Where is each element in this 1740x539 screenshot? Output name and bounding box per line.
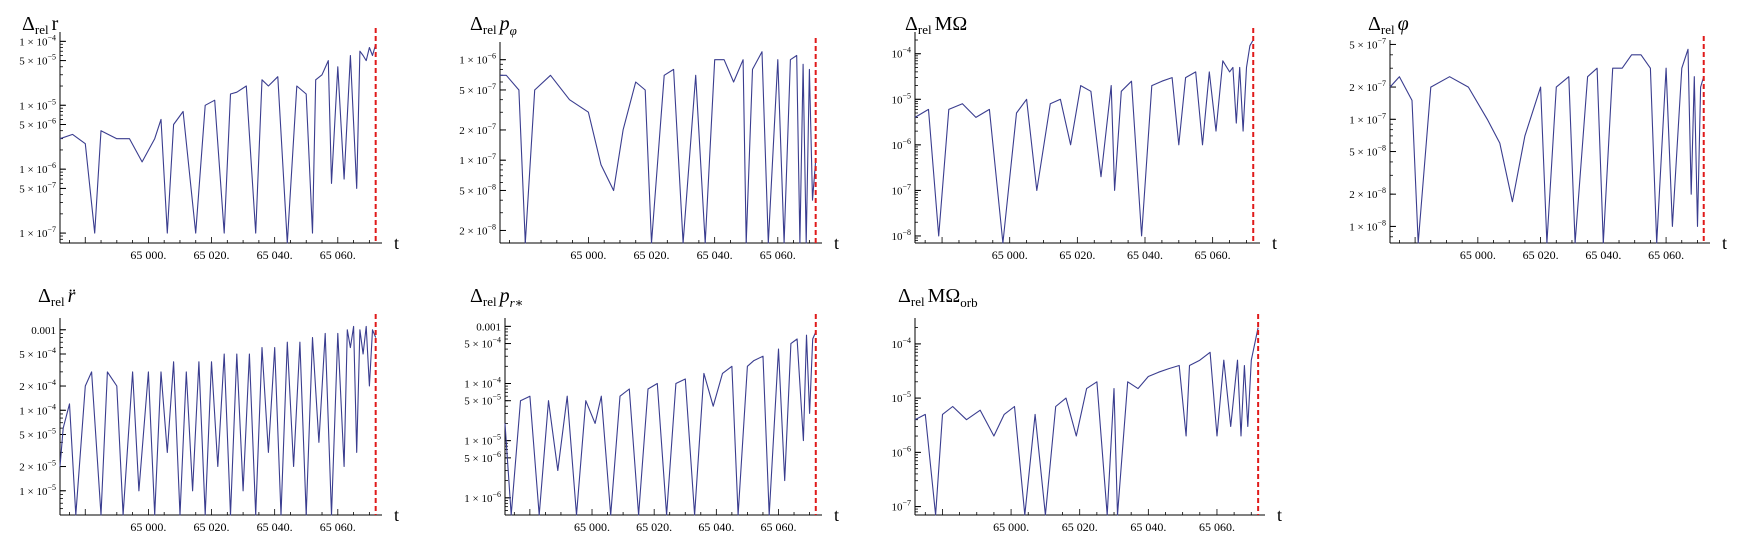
- chart-panel: 1 × 10−6 5 × 10−6 1 × 10−5 5 × 10−5 1 × 10−4…: [464, 285, 839, 534]
- x-axis-label: t: [834, 505, 839, 525]
- y-tick-label: 1 × 10−6: [464, 490, 501, 505]
- y-tick-label: 5 × 10−4: [19, 346, 56, 361]
- x-tick-label: 65 020.: [1523, 248, 1559, 262]
- y-tick-label: 5 × 10−6: [464, 450, 501, 465]
- y-tick-label: 1 × 10−8: [1349, 218, 1386, 233]
- chart-title: Δrel φ: [1368, 13, 1409, 37]
- y-tick-label: 2 × 10−5: [19, 459, 56, 474]
- x-tick-label: 65 000.: [130, 248, 166, 262]
- x-tick-label: 65 060.: [1199, 520, 1235, 534]
- y-tick-label: 5 × 10−6: [19, 117, 56, 132]
- x-tick-label: 65 060.: [320, 248, 356, 262]
- x-tick-label: 65 060.: [1648, 248, 1684, 262]
- y-tick-label: 1 × 10−7: [19, 225, 56, 240]
- x-tick-label: 65 040.: [1585, 248, 1621, 262]
- y-tick-label: 5 × 10−8: [459, 182, 496, 197]
- y-tick-label: 2 × 10−4: [19, 378, 56, 393]
- y-tick-label: 5 × 10−5: [19, 426, 56, 441]
- x-tick-label: 65 000.: [570, 248, 606, 262]
- y-tick-label: 10−7: [891, 182, 911, 197]
- chart-title: Δrel pφ: [470, 13, 517, 38]
- y-tick-label: 10−5: [891, 91, 911, 106]
- y-tick-label: 0.001: [31, 325, 56, 337]
- x-tick-label: 65 060.: [320, 520, 356, 534]
- y-tick-label: 5 × 10−7: [459, 82, 496, 97]
- chart-panel: 1 × 10−7 5 × 10−7 1 × 10−6 5 × 10−6 1 × 10−5…: [19, 13, 399, 262]
- chart-panel: 10−8 10−7 10−6 10−5 10−4 65 000. 65 020. 65 040…: [891, 13, 1277, 262]
- y-tick-label: 5 × 10−7: [1349, 36, 1386, 51]
- x-tick-label: 65 000.: [992, 248, 1028, 262]
- chart-panel: 2 × 10−8 5 × 10−8 1 × 10−7 2 × 10−7 5 × 10−7…: [459, 13, 839, 262]
- x-tick-label: 65 060.: [760, 520, 796, 534]
- y-tick-label: 2 × 10−8: [459, 222, 496, 237]
- y-tick-label: 1 × 10−4: [464, 375, 501, 390]
- y-tick-label: 1 × 10−6: [459, 52, 496, 67]
- chart-title: Δrel r̈: [38, 285, 76, 309]
- y-tick-label: 2 × 10−8: [1349, 186, 1386, 201]
- series-line: [914, 327, 1259, 516]
- x-tick-label: 65 000.: [993, 520, 1029, 534]
- x-tick-label: 65 020.: [194, 248, 230, 262]
- y-tick-label: 10−7: [891, 499, 911, 514]
- chart-panel: 1 × 10−5 2 × 10−5 5 × 10−5 1 × 10−4 2 × 10−4…: [19, 285, 399, 534]
- y-tick-label: 1 × 10−7: [1349, 111, 1386, 126]
- x-axis-label: t: [394, 233, 399, 253]
- series-line: [914, 39, 1254, 244]
- y-tick-label: 1 × 10−5: [19, 97, 56, 112]
- chart-panel: 10−7 10−6 10−5 10−4 65 000. 65 020. 65 040. 65 …: [891, 285, 1282, 534]
- x-tick-label: 65 060.: [760, 248, 796, 262]
- y-tick-label: 10−4: [891, 46, 911, 61]
- y-tick-label: 1 × 10−4: [19, 402, 56, 417]
- x-tick-label: 65 020.: [1059, 248, 1095, 262]
- y-tick-label: 5 × 10−5: [19, 53, 56, 68]
- chart-title: Δrel r: [22, 13, 59, 37]
- x-tick-label: 65 000.: [130, 520, 166, 534]
- x-tick-label: 65 060.: [1195, 248, 1231, 262]
- y-tick-label: 10−6: [891, 137, 911, 152]
- x-tick-label: 65 020.: [194, 520, 230, 534]
- x-tick-label: 65 000.: [1460, 248, 1496, 262]
- y-tick-label: 10−5: [891, 390, 911, 405]
- y-tick-label: 1 × 10−5: [464, 433, 501, 448]
- y-tick-label: 1 × 10−7: [459, 152, 496, 167]
- x-tick-label: 65 040.: [257, 520, 293, 534]
- x-axis-label: t: [1277, 505, 1282, 525]
- series-line: [59, 44, 377, 244]
- y-tick-label: 0.001: [476, 321, 501, 333]
- y-tick-label: 5 × 10−7: [19, 180, 56, 195]
- y-tick-label: 2 × 10−7: [1349, 79, 1386, 94]
- x-axis-label: t: [394, 505, 399, 525]
- x-axis-label: t: [1722, 233, 1727, 253]
- y-tick-label: 2 × 10−7: [459, 122, 496, 137]
- x-tick-label: 65 040.: [1127, 248, 1163, 262]
- chart-title: Δrel MΩorb: [898, 285, 978, 310]
- y-tick-label: 5 × 10−8: [1349, 144, 1386, 159]
- series-line: [504, 331, 817, 516]
- series-line: [59, 325, 377, 516]
- y-tick-label: 10−4: [891, 336, 911, 351]
- x-tick-label: 65 000.: [574, 520, 610, 534]
- y-tick-label: 5 × 10−4: [464, 336, 501, 351]
- x-tick-label: 65 040.: [698, 520, 734, 534]
- y-tick-label: 10−8: [891, 228, 911, 243]
- x-tick-label: 65 040.: [1130, 520, 1166, 534]
- series-line: [1389, 48, 1705, 244]
- x-tick-label: 65 020.: [634, 248, 670, 262]
- x-tick-label: 65 020.: [1062, 520, 1098, 534]
- series-line: [500, 51, 817, 244]
- y-tick-label: 1 × 10−4: [19, 33, 56, 48]
- x-axis-label: t: [834, 233, 839, 253]
- y-tick-label: 1 × 10−6: [19, 161, 56, 176]
- y-tick-label: 10−6: [891, 444, 911, 459]
- chart-title: Δrel pr∗: [470, 285, 524, 310]
- x-tick-label: 65 040.: [257, 248, 293, 262]
- chart-panel: 1 × 10−8 2 × 10−8 5 × 10−8 1 × 10−7 2 × 10−7…: [1349, 13, 1727, 262]
- x-axis-label: t: [1272, 233, 1277, 253]
- y-tick-label: 1 × 10−5: [19, 483, 56, 498]
- x-tick-label: 65 020.: [636, 520, 672, 534]
- x-tick-label: 65 040.: [697, 248, 733, 262]
- chart-title: Δrel MΩ: [905, 13, 967, 37]
- y-tick-label: 5 × 10−5: [464, 393, 501, 408]
